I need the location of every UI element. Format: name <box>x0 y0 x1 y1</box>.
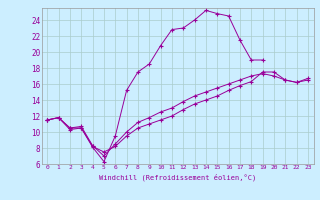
X-axis label: Windchill (Refroidissement éolien,°C): Windchill (Refroidissement éolien,°C) <box>99 173 256 181</box>
